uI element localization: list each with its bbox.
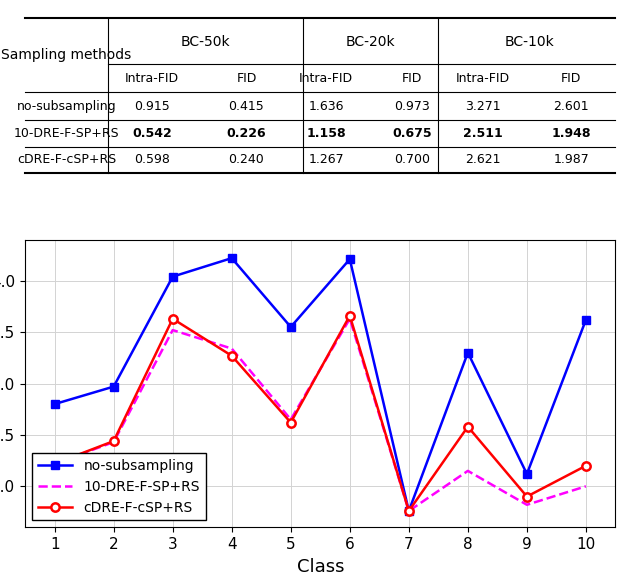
Text: FID: FID <box>401 71 422 85</box>
Text: Intra-FID: Intra-FID <box>125 71 179 85</box>
Line: 10-DRE-F-SP+RS: 10-DRE-F-SP+RS <box>55 319 586 511</box>
10-DRE-F-SP+RS <box>51 460 58 467</box>
Text: 2.621: 2.621 <box>465 154 501 166</box>
cDRE-F-cSP+RS <box>110 438 117 445</box>
no-subsampling <box>346 255 354 263</box>
10-DRE-F-SP+RS <box>405 507 413 515</box>
cDRE-F-cSP+RS <box>169 315 176 322</box>
10-DRE-F-SP+RS <box>346 315 354 322</box>
no-subsampling <box>228 254 236 261</box>
no-subsampling <box>110 383 117 390</box>
10-DRE-F-SP+RS <box>287 416 295 423</box>
Text: 0.675: 0.675 <box>392 127 431 140</box>
10-DRE-F-SP+RS <box>464 468 472 475</box>
10-DRE-F-SP+RS <box>110 438 117 445</box>
cDRE-F-cSP+RS <box>582 462 590 469</box>
Text: 0.226: 0.226 <box>227 127 266 140</box>
cDRE-F-cSP+RS <box>523 493 531 500</box>
Legend: no-subsampling, 10-DRE-F-SP+RS, cDRE-F-cSP+RS: no-subsampling, 10-DRE-F-SP+RS, cDRE-F-c… <box>32 454 205 520</box>
Text: 1.158: 1.158 <box>306 127 346 140</box>
Text: 1.636: 1.636 <box>308 100 344 113</box>
cDRE-F-cSP+RS <box>405 507 413 515</box>
Text: 0.700: 0.700 <box>394 154 430 166</box>
Text: cDRE-F-cSP+RS: cDRE-F-cSP+RS <box>17 154 116 166</box>
Text: 0.973: 0.973 <box>394 100 430 113</box>
Text: 0.915: 0.915 <box>134 100 170 113</box>
no-subsampling <box>51 401 58 408</box>
Text: no-subsampling: no-subsampling <box>16 100 116 113</box>
Text: 0.542: 0.542 <box>132 127 172 140</box>
Text: BC-50k: BC-50k <box>180 36 230 49</box>
10-DRE-F-SP+RS <box>169 326 176 333</box>
cDRE-F-cSP+RS <box>228 352 236 359</box>
X-axis label: Class: Class <box>296 558 344 575</box>
Line: cDRE-F-cSP+RS: cDRE-F-cSP+RS <box>50 312 590 515</box>
cDRE-F-cSP+RS <box>346 312 354 319</box>
no-subsampling <box>169 273 176 280</box>
cDRE-F-cSP+RS <box>51 460 58 467</box>
10-DRE-F-SP+RS <box>228 345 236 352</box>
Text: 0.240: 0.240 <box>229 154 264 166</box>
10-DRE-F-SP+RS <box>523 501 531 508</box>
no-subsampling <box>405 507 413 515</box>
Line: no-subsampling: no-subsampling <box>50 254 590 515</box>
no-subsampling <box>582 316 590 323</box>
Text: FID: FID <box>236 71 257 85</box>
Text: BC-20k: BC-20k <box>345 36 395 49</box>
Text: Intra-FID: Intra-FID <box>299 71 353 85</box>
Text: Sampling methods: Sampling methods <box>1 48 132 62</box>
Text: Intra-FID: Intra-FID <box>455 71 510 85</box>
Text: BC-10k: BC-10k <box>505 36 555 49</box>
no-subsampling <box>464 349 472 356</box>
Text: 3.271: 3.271 <box>465 100 501 113</box>
Text: 1.987: 1.987 <box>553 154 589 166</box>
no-subsampling <box>523 471 531 478</box>
Text: FID: FID <box>561 71 582 85</box>
Text: 1.948: 1.948 <box>551 127 591 140</box>
Text: 2.601: 2.601 <box>553 100 589 113</box>
Text: 0.415: 0.415 <box>229 100 264 113</box>
Text: 1.267: 1.267 <box>308 154 344 166</box>
Text: 0.598: 0.598 <box>134 154 170 166</box>
Text: 10-DRE-F-SP+RS: 10-DRE-F-SP+RS <box>14 127 119 140</box>
no-subsampling <box>287 323 295 331</box>
Text: 2.511: 2.511 <box>463 127 502 140</box>
cDRE-F-cSP+RS <box>287 419 295 426</box>
cDRE-F-cSP+RS <box>464 423 472 430</box>
10-DRE-F-SP+RS <box>582 483 590 490</box>
